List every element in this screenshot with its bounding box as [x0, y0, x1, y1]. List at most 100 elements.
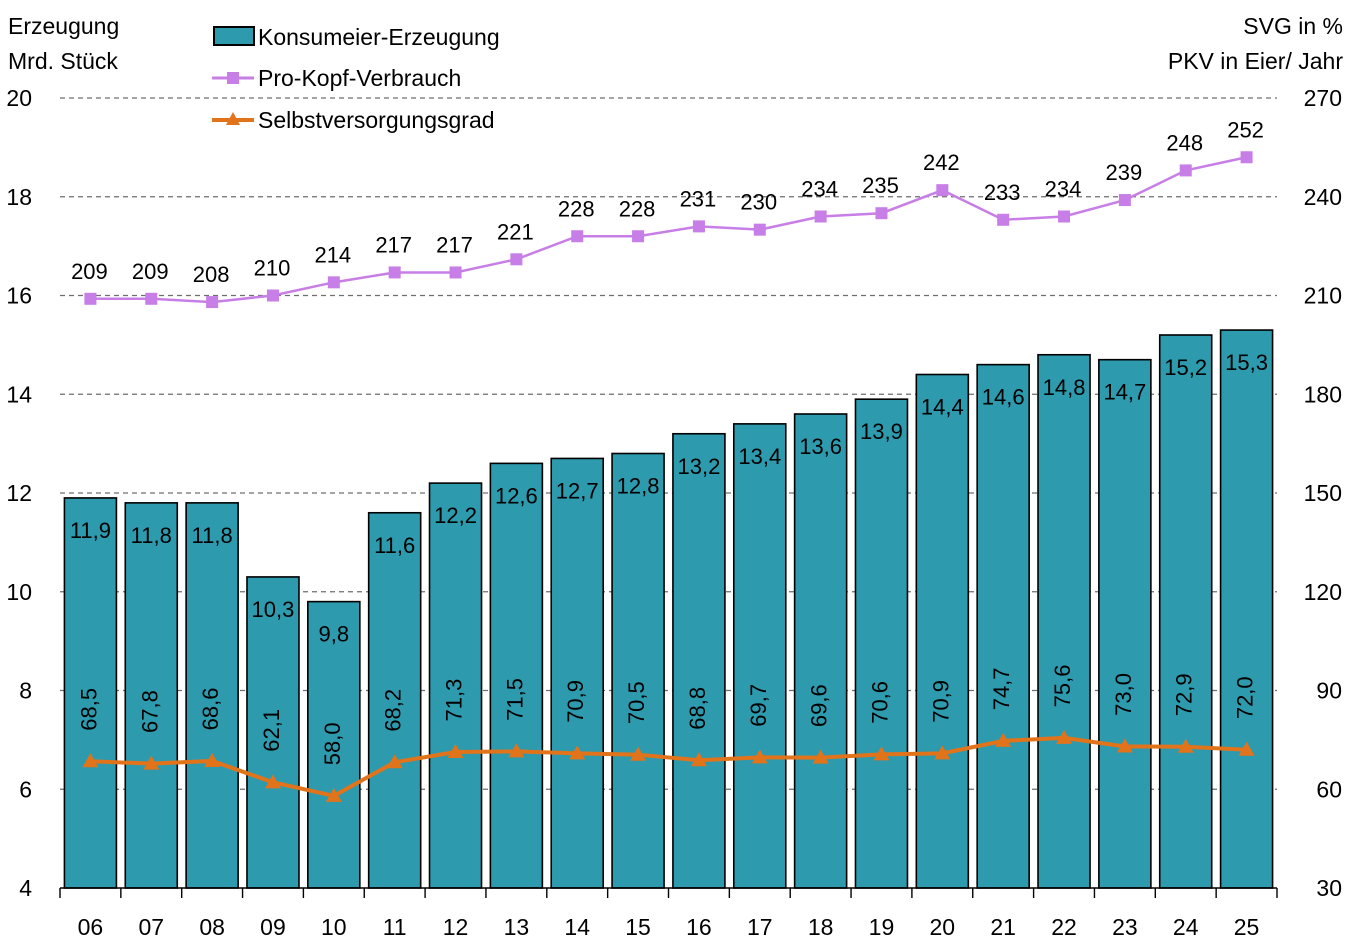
pkv-marker: [1240, 151, 1253, 164]
bar: [63, 497, 118, 889]
svg-marker: [386, 754, 403, 769]
svg-value-label: 70,5: [624, 681, 649, 724]
bar: [793, 413, 848, 889]
svg-marker: [812, 749, 829, 764]
svg-marker: [143, 755, 160, 770]
bar-value-label: 10,3: [252, 597, 295, 622]
right-tick-label: 90: [1316, 678, 1342, 704]
pkv-value-label: 234: [1045, 177, 1082, 202]
svg-value-label: 71,5: [502, 678, 527, 721]
bar: [246, 576, 300, 889]
pkv-value-label: 231: [680, 186, 717, 211]
right-tick-label: 120: [1304, 579, 1342, 605]
left-tick-label: 8: [19, 678, 32, 704]
x-tick-label: 08: [199, 914, 225, 940]
pkv-value-label: 248: [1166, 130, 1203, 155]
svg-marker: [995, 732, 1012, 747]
pkv-value-label: 210: [254, 256, 291, 281]
pkv-marker: [206, 296, 219, 309]
legend-label-konsumeier-erzeugung: Konsumeier-Erzeugung: [258, 24, 500, 50]
right-tick-label: 210: [1304, 283, 1342, 309]
x-tick-label: 07: [138, 914, 164, 940]
svg-marker: [1116, 738, 1133, 753]
right-tick-label: 150: [1304, 480, 1342, 506]
right-tick-label: 270: [1304, 85, 1342, 111]
svg-marker: [1056, 729, 1073, 744]
pkv-value-label: 221: [497, 219, 534, 244]
x-tick-label: 21: [990, 914, 1016, 940]
pkv-marker: [449, 266, 462, 279]
left-tick-label: 18: [6, 184, 32, 210]
left-axis-title-line1: Erzeugung: [8, 13, 119, 39]
pkv-marker: [1118, 194, 1131, 207]
svg-marker: [630, 746, 647, 761]
pkv-value-label: 217: [436, 232, 473, 257]
bar-value-label: 14,6: [982, 385, 1025, 410]
svg-value-label: 68,8: [685, 687, 710, 730]
bar-value-label: 14,4: [921, 395, 964, 420]
right-tick-label: 180: [1304, 381, 1342, 407]
bar-labels: 11,9 11,8 11,8 10,3 9,8 11,6 12,2 12,6 12,7 12,8 1…: [70, 350, 1268, 647]
bar-value-label: 13,6: [799, 434, 842, 459]
svg-value-label: 68,5: [76, 688, 101, 731]
bar: [976, 363, 1030, 889]
pkv-value-label: 228: [619, 196, 656, 221]
pkv-marker: [571, 230, 584, 243]
pkv-value-label: 208: [193, 262, 230, 287]
bar-value-label: 14,8: [1043, 375, 1086, 400]
x-tick-label: 25: [1234, 914, 1260, 940]
pkv-marker: [145, 292, 158, 305]
right-axis-title-line1: SVG in %: [1243, 13, 1343, 39]
x-tick-label: 23: [1112, 914, 1138, 940]
bar: [307, 600, 361, 889]
x-tick-label: 11: [383, 914, 407, 940]
pkv-value-label: 239: [1106, 160, 1143, 185]
svg-value-label: 69,7: [746, 684, 771, 727]
svg-marker: [873, 746, 890, 761]
axes: 4 30 6 60 8 90 10 120 12 150 14 180 16 210 18 240 20 270 0…: [6, 85, 1342, 940]
left-tick-label: 16: [6, 283, 32, 309]
left-tick-label: 12: [6, 480, 32, 506]
svg-marker: [569, 745, 586, 760]
bar-value-label: 13,9: [860, 419, 903, 444]
bar-value-label: 15,3: [1225, 350, 1268, 375]
bar-value-label: 11,9: [70, 518, 111, 543]
bar: [1219, 329, 1274, 889]
legend-marker-pro-kopf-verbrauch: [227, 72, 239, 84]
right-tick-label: 60: [1316, 776, 1342, 802]
svg-marker: [264, 774, 281, 789]
pkv-value-label: 230: [740, 190, 777, 215]
right-tick-label: 240: [1304, 184, 1342, 210]
svg-value-label: 70,9: [928, 680, 953, 723]
svg-value-label: 75,6: [1050, 664, 1075, 707]
pkv-marker: [1058, 210, 1071, 223]
svg-marker: [1238, 741, 1255, 756]
svg-value-label: 73,0: [1111, 673, 1136, 716]
x-tick-label: 06: [78, 914, 104, 940]
svg-line: [90, 735, 1247, 798]
svg-value-label: 71,3: [442, 679, 467, 722]
svg-value-label: 70,9: [563, 680, 588, 723]
pkv-marker: [84, 292, 97, 305]
pkv-value-label: 242: [923, 150, 960, 175]
bar: [428, 482, 483, 889]
x-tick-label: 14: [564, 914, 590, 940]
bar: [367, 511, 422, 889]
legend-marker-selbstversorgungsgrad: [226, 112, 240, 125]
pkv-value-label: 209: [132, 259, 169, 284]
line-labels: 209 209 208 210 214 217 217 221 228 228 231 230 234 2…: [71, 117, 1264, 765]
bar-value-label: 11,8: [192, 523, 233, 548]
left-tick-label: 6: [19, 776, 32, 802]
bar: [1037, 353, 1091, 889]
x-tick-label: 17: [747, 914, 773, 940]
svg-marker: [447, 744, 464, 759]
x-tick-label: 12: [443, 914, 469, 940]
bar: [915, 373, 970, 889]
bar-value-label: 12,6: [495, 483, 538, 508]
x-tick-label: 19: [869, 914, 895, 940]
bar-value-label: 11,8: [131, 523, 172, 548]
pkv-marker: [1179, 164, 1192, 177]
bar: [489, 462, 544, 889]
pkv-value-label: 233: [984, 180, 1021, 205]
bar: [854, 398, 909, 889]
